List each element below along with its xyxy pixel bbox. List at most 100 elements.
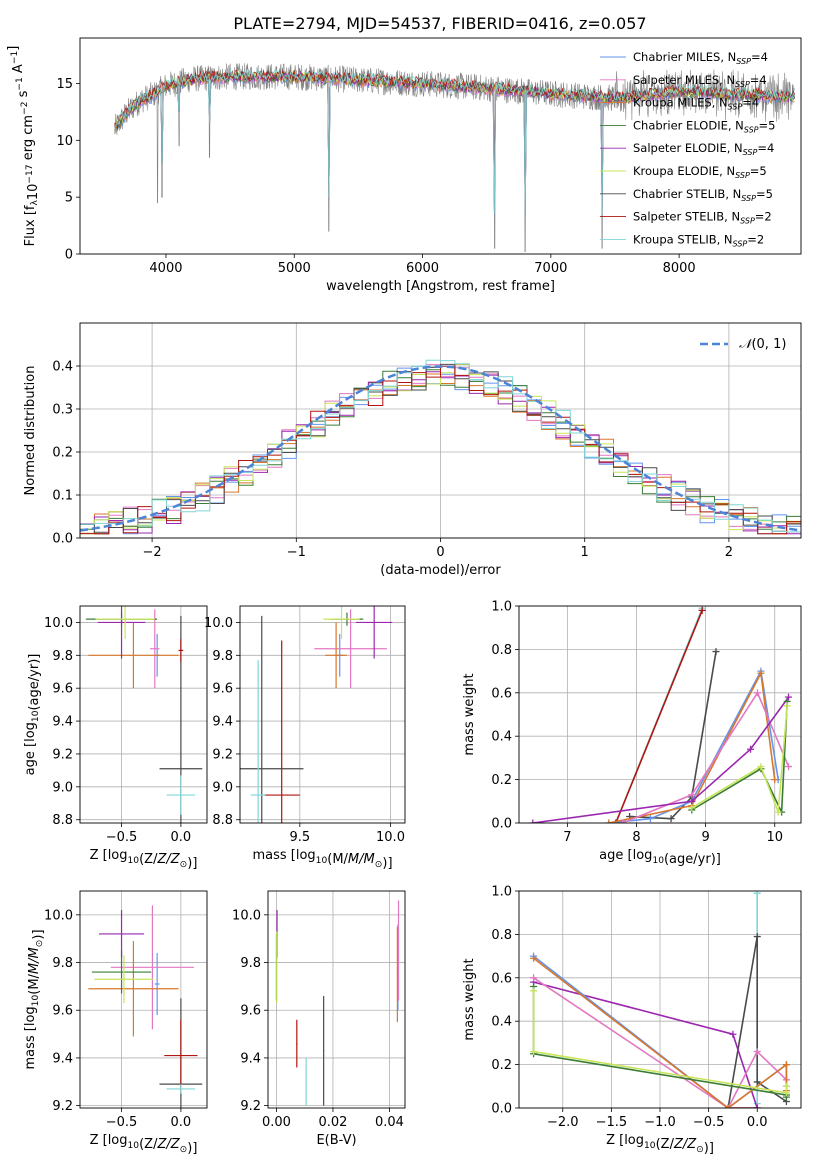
y-tick-label: 9.8 [240,956,261,971]
legend-entry-chabrier-elodie: Chabrier ELODIE, NSSP=5 [633,118,775,134]
spectrum-panel: 4000 5000 6000 7000 8000 0 5 10 15 Chabrier MILES… [6,37,802,294]
weight-marker-kroupa-stelib [753,891,761,897]
y-tick-label: 9.8 [52,956,73,971]
weight-line-kroupa-miles [533,957,788,1108]
y-tick-label: 9.2 [212,747,233,762]
weight-marker-kroupa-miles [757,669,765,677]
weight-marker-kroupa-elodie [783,702,791,710]
weight-marker-salpeter-miles [785,763,793,771]
weight-marker-kroupa-elodie [530,1048,538,1056]
x-tick-label: 0.0 [747,1115,768,1130]
x-axis-label: age [log10(age/yr)] [599,848,721,867]
x-tick-label: 0 [436,545,444,560]
y-tick-label: 10.0 [44,616,73,631]
weight-marker-kroupa-miles [605,819,613,823]
x-axis-label: Z [log10(Z/Z/Z⊙)] [90,1133,198,1156]
axes-frame [79,890,208,1109]
weight-marker-chabrier-stelib [667,815,675,823]
legend-entry-kroupa-stelib: Kroupa STELIB, NSSP=2 [633,232,764,248]
weight-marker-salpeter-miles [530,974,538,982]
x-tick-label: 8000 [663,261,696,276]
y-tick-label: 0.0 [491,817,512,832]
y-axis-label: age [log10(age/yr)] [23,654,42,776]
plot-area [240,606,393,823]
x-tick-label: 9 [701,830,709,845]
weight-marker-salpeter-elodie [688,797,696,805]
x-tick-label: 5000 [278,261,311,276]
legend-entry-chabrier-miles: Chabrier MILES, NSSP=4 [633,50,768,66]
weight-marker-kroupa-miles [530,954,538,962]
y-tick-label: 15 [56,77,73,92]
y-tick-label: 9.2 [240,1099,261,1114]
y-tick-label: 9.6 [240,1004,261,1019]
weight-marker-chabrier-miles [646,815,654,823]
plot-area [530,891,790,1108]
y-axis-label: Flux [fλ10−17 erg cm−2 s−1 A−1] [6,46,41,247]
mass-vs-metallicity-panel: −0.5 0.0 9.2 9.4 9.6 9.8 10.0 Z [log10(Z/Z/Z⊙)]… [23,890,208,1156]
y-tick-label: 0.2 [52,446,73,461]
weight-line-kroupa-elodie [691,705,788,813]
weight-line-chabrier-stelib [629,651,717,820]
axes-frame [518,605,802,824]
x-tick-label: −1.0 [644,1115,676,1130]
y-tick-label: 0.1 [52,489,73,504]
x-tick-label: −2.0 [547,1115,579,1130]
y-tick-label: 9.0 [212,780,233,795]
y-tick-label: 9.4 [212,715,233,730]
y-tick-label: 9.6 [52,682,73,697]
y-tick-label: 0 [65,248,73,263]
weight-vs-metallicity-panel: −2.0 −1.5 −1.0 −0.5 0.0 0.0 0.2 0.4 0.6 0.8 1.0 Z [… [462,885,802,1156]
weight-marker-kroupa-miles [724,1104,732,1108]
y-tick-label: 9.0 [52,780,73,795]
plot-area [88,905,203,1108]
x-tick-label: 1 [581,545,589,560]
x-axis-label: (data-model)/error [380,563,501,578]
y-tick-label: 10 [56,134,73,149]
y-tick-label: 0.2 [491,773,512,788]
x-tick-label: −0.5 [106,1115,138,1130]
x-tick-label: 7 [563,830,571,845]
x-axis-label: Z [log10(Z/Z/Z⊙)] [90,848,198,871]
y-tick-label: 10.0 [44,908,73,923]
legend-entry-salpeter-stelib: Salpeter STELIB, NSSP=2 [633,210,772,226]
x-axis-label: mass [log10(M/M/M⊙)] [252,848,392,871]
x-tick-label: 0.0 [171,1115,192,1130]
axes-frame [79,37,802,255]
legend-entry-kroupa-elodie: Kroupa ELODIE, NSSP=5 [633,164,767,180]
weight-marker-salpeter-elodie [729,1030,737,1038]
x-tick-label: −1 [287,545,306,560]
x-axis-label: E(B-V) [316,1133,356,1148]
weight-line-salpeter-miles [533,977,787,1108]
y-tick-label: 5 [65,191,73,206]
y-tick-label: 0.4 [491,730,512,745]
weight-marker-kroupa-elodie [530,987,538,995]
y-tick-label: 9.6 [52,1004,73,1019]
legend-entry-chabrier-stelib: Chabrier STELIB, NSSP=5 [633,187,773,203]
residual-histogram-kroupa-elodie [80,363,801,535]
y-tick-label: 0.8 [491,643,512,658]
y-tick-label: 10.0 [204,616,233,631]
y-tick-label: 0.3 [52,403,73,418]
weight-marker-chabrier-stelib [753,1078,761,1086]
y-tick-label: 1.0 [491,600,512,615]
weight-line-salpeter-stelib [615,609,703,823]
y-tick-label: 8.8 [212,813,233,828]
legend-entry-salpeter-miles: Salpeter MILES, NSSP=4 [633,73,767,89]
y-tick-label: 0.0 [491,1102,512,1117]
x-tick-label: 10.0 [376,830,405,845]
y-tick-label: 9.4 [52,1051,73,1066]
model-spectrum-kroupa-stelib [114,68,795,218]
legend-entry-kroupa-miles: Kroupa MILES, NSSP=4 [633,96,759,112]
x-tick-label: 2 [725,545,733,560]
plot-area [529,606,793,823]
axes-frame [239,605,406,824]
weight-marker-chabrier-stelib [712,648,720,656]
axes-frame [518,890,802,1109]
axes-frame [79,322,802,539]
model-spectrum-chabrier-elodie [114,71,795,134]
weight-marker-salpeter-stelib [698,606,706,614]
weight-marker-kroupa-elodie [774,808,782,816]
residual-histogram-kroupa-stelib [80,359,801,533]
weight-line-chabrier-stelib [727,936,787,1108]
